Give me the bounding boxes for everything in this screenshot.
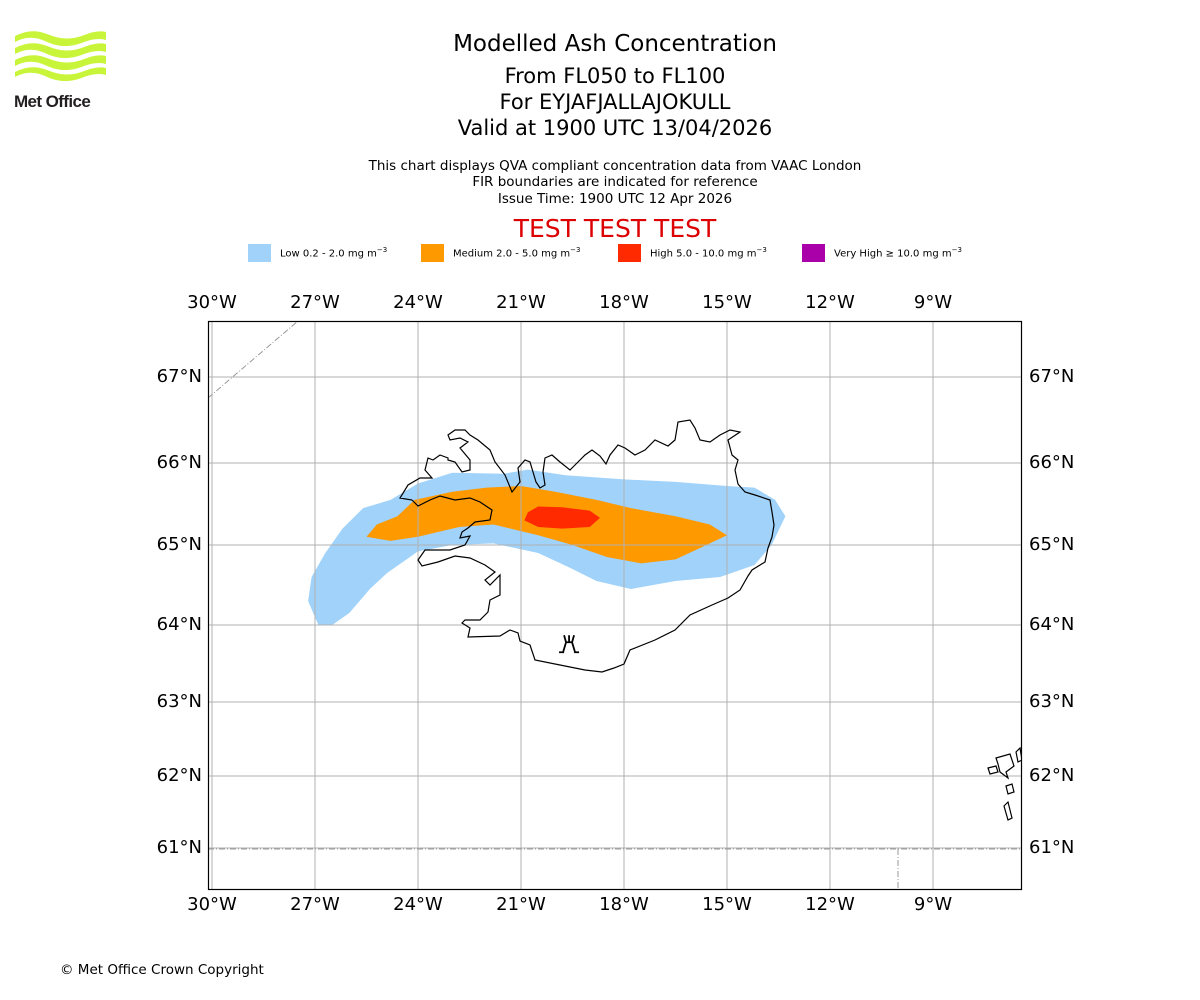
lon-tick-label-top: 30°W	[187, 292, 237, 313]
legend-swatch-medium	[421, 244, 444, 262]
lon-tick-label-bottom: 21°W	[496, 894, 546, 915]
lat-tick-label-left: 65°N	[156, 534, 202, 555]
met-office-logo	[15, 31, 106, 82]
lat-tick-label-left: 62°N	[156, 765, 202, 786]
lat-tick-label-right: 62°N	[1029, 765, 1075, 786]
copyright-notice: © Met Office Crown Copyright	[60, 962, 264, 978]
legend-swatch-very-high	[802, 244, 825, 262]
faroe-island	[995, 753, 1015, 780]
map-frame	[207, 320, 1023, 891]
faroe-island	[1003, 800, 1013, 821]
fir-boundary-line	[208, 321, 299, 399]
ash-concentration-layer	[308, 469, 786, 625]
lat-tick-label-right: 67°N	[1029, 366, 1075, 387]
lat-tick-label-right: 65°N	[1029, 534, 1075, 555]
lat-tick-label-left: 67°N	[156, 366, 202, 387]
logo-waves-icon	[15, 31, 106, 82]
test-banner: TEST TEST TEST	[513, 214, 717, 243]
legend-swatch-high	[618, 244, 641, 262]
iceland-coastline	[399, 419, 775, 673]
faroe-island	[987, 765, 999, 775]
faroe-island	[1005, 783, 1015, 795]
lat-tick-label-right: 63°N	[1029, 691, 1075, 712]
lat-tick-label-right: 61°N	[1029, 837, 1075, 858]
lat-tick-label-left: 61°N	[156, 837, 202, 858]
lon-tick-label-top: 21°W	[496, 292, 546, 313]
legend-label-low: Low 0.2 - 2.0 mg m	[280, 248, 377, 260]
lon-tick-label-bottom: 18°W	[599, 894, 649, 915]
graticule	[208, 321, 1022, 890]
lat-tick-label-left: 64°N	[156, 614, 202, 635]
issue-time: Issue Time: 1900 UTC 12 Apr 2026	[497, 191, 733, 207]
chart-description: This chart displays QVA compliant concen…	[368, 158, 862, 174]
lon-tick-label-bottom: 27°W	[290, 894, 340, 915]
fir-boundaries	[208, 321, 1022, 890]
flight-level-range: From FL050 to FL100	[504, 64, 726, 88]
lon-tick-label-bottom: 24°W	[393, 894, 443, 915]
lon-tick-label-bottom: 9°W	[913, 894, 953, 915]
lon-tick-label-top: 9°W	[913, 292, 953, 313]
legend-swatch-low	[248, 244, 271, 262]
chart-title: Modelled Ash Concentration	[453, 31, 777, 57]
volcano-name: For EYJAFJALLAJOKULL	[499, 90, 731, 114]
lon-tick-label-bottom: 30°W	[187, 894, 237, 915]
coastlines	[399, 419, 1022, 821]
ash-polygon-high	[524, 506, 600, 529]
lon-tick-label-top: 18°W	[599, 292, 649, 313]
lon-tick-label-top: 12°W	[805, 292, 855, 313]
valid-time: Valid at 1900 UTC 13/04/2026	[457, 116, 773, 140]
lon-tick-label-top: 15°W	[702, 292, 752, 313]
met-office-logo-text: Met Office	[14, 92, 91, 111]
volcano-symbol	[559, 635, 580, 654]
lat-tick-label-right: 66°N	[1029, 452, 1075, 473]
legend-label-high: High 5.0 - 10.0 mg m	[650, 248, 757, 260]
lon-tick-label-top: 24°W	[393, 292, 443, 313]
lon-tick-label-bottom: 12°W	[805, 894, 855, 915]
lon-tick-label-bottom: 15°W	[702, 894, 752, 915]
legend-label-very-high: Very High ≥ 10.0 mg m	[834, 248, 952, 260]
lat-tick-label-left: 63°N	[156, 691, 202, 712]
fir-note: FIR boundaries are indicated for referen…	[472, 174, 758, 190]
lat-tick-label-right: 64°N	[1029, 614, 1075, 635]
faroe-island	[1015, 746, 1022, 763]
legend-label-medium: Medium 2.0 - 5.0 mg m	[453, 248, 571, 260]
lon-tick-label-top: 27°W	[290, 292, 340, 313]
lat-tick-label-left: 66°N	[156, 452, 202, 473]
volcano-icon	[559, 635, 580, 654]
